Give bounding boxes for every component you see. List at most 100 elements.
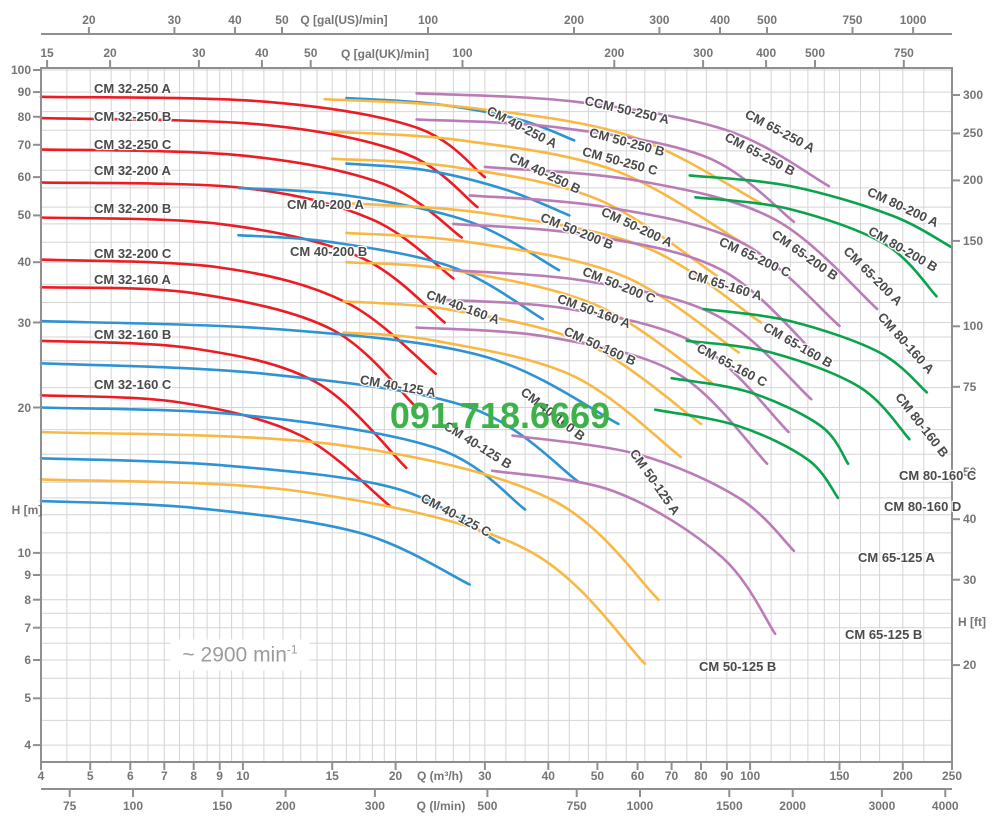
- curve-label-cm-40-200-a: CM 40-200 A: [287, 197, 364, 212]
- curve-ccm-50-250-a: [323, 97, 763, 205]
- axis-title-gal-us: Q [gal(US)/min]: [300, 13, 388, 27]
- tick-label-top_uk: 100: [452, 46, 473, 60]
- curve-cm-32-200-b: [39, 216, 446, 324]
- axis-title-lmin: Q (l/min): [416, 799, 466, 813]
- tick-label-top_us: 40: [228, 13, 242, 27]
- curve-cm-32-160-b: [39, 339, 408, 470]
- tick-label-left_m: 90: [17, 85, 31, 100]
- curve-cm-50-125-a: [39, 430, 660, 601]
- curve-cm-65-125-b: [490, 469, 777, 636]
- curve-label-cm-32-160-b: CM 32-160 B: [94, 327, 172, 342]
- speed-text: ~ 2900 min: [182, 643, 287, 667]
- tick-label-top_uk: 750: [893, 46, 914, 60]
- curve-cm-40-125-c: [39, 499, 471, 586]
- curve-cm-32-250-a: [39, 95, 487, 179]
- tick-label-left_m: 9: [24, 568, 31, 582]
- tick-marks: [33, 27, 960, 797]
- axis-title-head-ft: H [ft]: [958, 615, 986, 629]
- curve-label-cm-32-200-b: CM 32-200 B: [94, 201, 172, 216]
- tick-label-bottom_lmin: 300: [364, 799, 385, 813]
- curve-label-cm-80-160-d: CM 80-160 D: [884, 499, 962, 514]
- curve-cm-65-250-a: [415, 92, 831, 188]
- tick-label-right_ft: 300: [963, 88, 984, 103]
- tick-label-top_us: 750: [842, 13, 863, 27]
- tick-label-top_us: 500: [757, 13, 778, 27]
- tick-label-right_ft: 150: [963, 233, 984, 248]
- tick-label-bottom_lmin: 4000: [931, 799, 959, 813]
- tick-label-bottom_lmin: 1500: [715, 799, 743, 813]
- curve-label-cm-32-160-a: CM 32-160 A: [94, 272, 171, 287]
- curve-cm-40-125-b: [39, 457, 501, 544]
- tick-label-bottom_m3h: 60: [630, 769, 645, 783]
- curve-label-cm-32-200-c: CM 32-200 C: [94, 246, 172, 261]
- tick-label-bottom_m3h: 7: [160, 769, 168, 783]
- curve-cm-40-160-a: [39, 319, 620, 426]
- speed-annotation: ~ 2900 min-1: [170, 639, 310, 671]
- tick-label-right_ft: 20: [963, 658, 977, 673]
- curve-cm-65-160-b: [434, 298, 790, 434]
- curve-cm-80-160-c: [670, 376, 850, 465]
- tick-label-bottom_lmin: 200: [275, 799, 296, 813]
- curve-label-cm-65-125-a: CM 65-125 A: [858, 550, 935, 565]
- tick-label-bottom_m3h: 9: [216, 769, 223, 783]
- tick-label-left_m: 100: [10, 63, 31, 77]
- curve-cm-50-125-b: [39, 478, 647, 665]
- curve-cm-50-160-a: [342, 300, 703, 426]
- tick-label-left_m: 6: [24, 653, 31, 668]
- watermark-phone-number: 091.718.6669: [389, 395, 611, 436]
- tick-label-bottom_lmin: 100: [123, 799, 144, 813]
- curve-cm-80-160-b: [685, 339, 911, 441]
- tick-label-bottom_m3h: 50: [590, 769, 605, 783]
- curve-cm-40-160-b: [39, 362, 581, 484]
- curve-cm-50-200-a: [345, 201, 763, 324]
- curve-cm-32-160-a: [39, 285, 418, 409]
- tick-label-right_ft: 250: [963, 126, 984, 141]
- tick-label-left_m: 60: [17, 170, 31, 185]
- tick-label-top_us: 100: [417, 13, 438, 27]
- curve-label-cm-80-160-c: CM 80-160 C: [899, 468, 977, 483]
- axis-title-head-m: H [m]: [11, 503, 43, 517]
- tick-label-bottom_m3h: 90: [720, 769, 734, 783]
- curve-cm-65-160-a: [452, 268, 813, 401]
- tick-label-bottom_m3h: 100: [740, 769, 761, 783]
- tick-label-bottom_m3h: 250: [941, 769, 963, 783]
- tick-label-top_us: 1000: [899, 13, 927, 27]
- curve-label-cm-32-160-c: CM 32-160 C: [94, 377, 172, 392]
- tick-label-bottom_m3h: 70: [664, 769, 679, 783]
- tick-label-top_uk: 30: [192, 46, 206, 60]
- tick-label-left_m: 20: [17, 400, 31, 415]
- tick-label-bottom_m3h: 8: [190, 769, 198, 783]
- curve-label-cm-32-200-a: CM 32-200 A: [94, 163, 171, 178]
- curve-cm-50-160-b: [342, 331, 683, 459]
- curve-cm-80-200-a: [688, 174, 953, 249]
- tick-label-left_m: 80: [17, 109, 31, 124]
- tick-label-bottom_lmin: 75: [62, 799, 77, 813]
- tick-label-bottom_lmin: 1000: [626, 799, 654, 813]
- tick-label-top_us: 300: [649, 13, 670, 27]
- tick-label-left_m: 70: [17, 137, 31, 152]
- tick-label-right_ft: 75: [963, 379, 977, 394]
- tick-label-bottom_m3h: 200: [892, 769, 913, 783]
- tick-label-bottom_m3h: 10: [236, 769, 250, 783]
- tick-label-top_uk: 50: [304, 46, 318, 60]
- curve-label-cm-32-250-a: CM 32-250 A: [94, 81, 171, 96]
- curve-label-cm-32-250-c: CM 32-250 C: [94, 137, 172, 152]
- tick-label-top_us: 20: [82, 13, 96, 27]
- tick-label-bottom_m3h: 15: [325, 769, 339, 783]
- tick-label-left_m: 7: [24, 620, 31, 635]
- tick-label-bottom_lmin: 500: [477, 799, 498, 813]
- curve-label-cm-40-200-b: CM 40-200 B: [290, 244, 368, 259]
- tick-label-right_ft: 100: [963, 319, 984, 334]
- curve-cm-65-125-a: [511, 434, 796, 553]
- tick-label-left_m: 10: [17, 545, 31, 560]
- tick-label-bottom_m3h: 40: [541, 769, 555, 783]
- curve-cm-50-250-b: [330, 130, 743, 244]
- curve-cm-40-250-a: [345, 96, 576, 142]
- curve-cm-80-200-b: [694, 196, 938, 298]
- tick-label-bottom_lmin: 750: [566, 799, 587, 813]
- tick-label-top_us: 200: [563, 13, 585, 27]
- tick-label-left_m: 4: [24, 738, 31, 753]
- curve-cm-50-200-b: [345, 231, 741, 354]
- curve-cm-65-160-c: [415, 326, 769, 465]
